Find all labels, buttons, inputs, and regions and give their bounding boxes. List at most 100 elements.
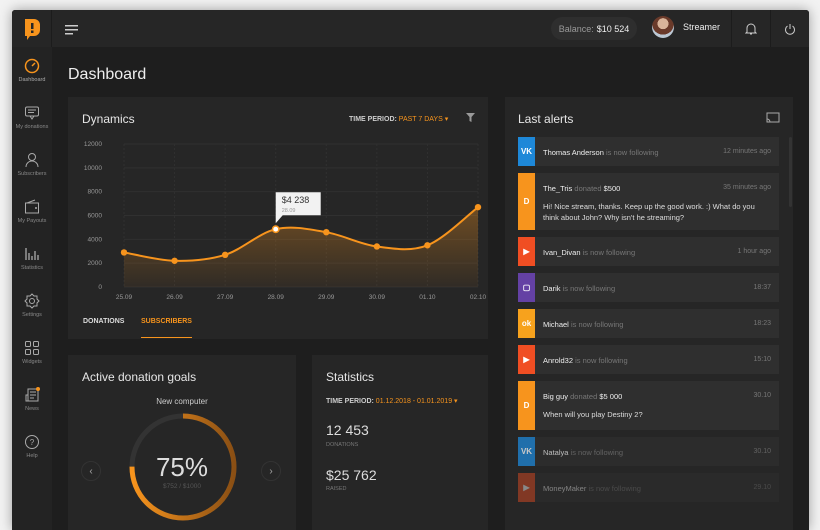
stat-donations-label: DONATIONS [326, 442, 359, 448]
tab-donations[interactable]: DONATIONS [83, 318, 125, 325]
data-point[interactable] [120, 249, 128, 256]
data-point[interactable] [424, 242, 431, 249]
sidebar-item-my-donations[interactable]: My donations [12, 94, 52, 141]
page-title: Dashboard [68, 66, 147, 83]
alert-amount: $500 [603, 184, 621, 193]
cast-icon[interactable] [766, 112, 780, 123]
gear-icon [24, 293, 40, 309]
user-menu[interactable]: Streamer [652, 16, 720, 38]
stats-time-period-select[interactable]: TIME PERIOD: 01.12.2018 - 01.01.2019 ▾ [326, 398, 458, 405]
alert-item[interactable]: ▢ Darik is now following 18:37 [518, 273, 779, 302]
alert-user: Michael [543, 320, 569, 329]
alert-time: 18:37 [753, 284, 771, 291]
bell-icon [744, 23, 757, 35]
data-point[interactable] [171, 257, 178, 264]
goal-progress-ring [129, 413, 237, 521]
card-title: Statistics [326, 370, 375, 384]
alert-item[interactable]: ▶ MoneyMaker is now following 29.10 [518, 473, 779, 502]
next-goal-button[interactable]: › [261, 461, 281, 481]
goal-name: New computer [156, 397, 208, 406]
x-tick-label: 01.10 [419, 294, 436, 301]
logo[interactable] [12, 10, 52, 47]
alert-item[interactable]: ok Michael is now following 18:23 [518, 309, 779, 338]
vk-icon: VK [518, 437, 535, 466]
y-tick-label: 2000 [88, 260, 103, 267]
data-point[interactable] [271, 225, 280, 234]
sidebar-item-label: Settings [22, 312, 42, 318]
statistics-card: Statistics TIME PERIOD: 01.12.2018 - 01.… [312, 355, 488, 530]
sidebar-item-label: My donations [15, 124, 49, 130]
alert-item[interactable]: D Big guy donated $5 000 30.10 When will… [518, 381, 779, 430]
data-point[interactable] [221, 251, 229, 259]
data-point[interactable] [373, 243, 381, 250]
logout-button[interactable] [770, 10, 808, 47]
sidebar-item-label: Widgets [22, 359, 42, 365]
chart-tooltip: $4 238 28.09 [275, 192, 321, 224]
app-window: Balance: $10 524 Streamer Dashboard My don… [12, 10, 809, 530]
data-point[interactable] [323, 228, 330, 236]
stat-raised-label: RAISED [326, 486, 347, 492]
alert-user: The_Tris [543, 184, 573, 193]
x-tick-label: 26.09 [166, 294, 183, 301]
alert-time: 30.10 [753, 392, 771, 399]
alert-item[interactable]: VK Thomas Anderson is now following 12 m… [518, 137, 779, 166]
alert-action: donated [574, 184, 602, 193]
sidebar-item-widgets[interactable]: Widgets [12, 329, 52, 376]
news-icon [25, 387, 40, 402]
alert-item[interactable]: D The_Tris donated $500 35 minutes ago H… [518, 173, 779, 230]
alert-action: is now following [562, 284, 616, 293]
notifications-button[interactable] [731, 10, 769, 47]
card-title: Dynamics [82, 112, 135, 126]
tooltip-value: $4 238 [282, 195, 310, 205]
twitch-icon: ▢ [518, 273, 535, 302]
sidebar-item-statistics[interactable]: Statistics [12, 235, 52, 282]
sidebar-item-dashboard[interactable]: Dashboard [12, 47, 52, 94]
series-area [124, 207, 478, 287]
alert-item[interactable]: VK Natalya is now following 30.10 [518, 437, 779, 466]
alert-time: 18:23 [753, 320, 771, 327]
card-title: Active donation goals [82, 370, 197, 384]
time-period-select[interactable]: TIME PERIOD: PAST 7 DAYS ▾ [349, 116, 449, 123]
sidebar-item-subscribers[interactable]: Subscribers [12, 141, 52, 188]
data-point[interactable] [474, 203, 482, 211]
sidebar-item-news[interactable]: News [12, 376, 52, 423]
user-name: Streamer [683, 22, 721, 32]
scrollbar[interactable] [789, 137, 792, 207]
alert-action: is now following [570, 448, 624, 457]
alert-user: MoneyMaker [543, 484, 587, 493]
sidebar-item-my-payouts[interactable]: My Payouts [12, 188, 52, 235]
help-icon: ? [25, 435, 39, 449]
dynamics-card: Dynamics TIME PERIOD: PAST 7 DAYS ▾ 0 200… [68, 97, 488, 339]
alert-time: 15:10 [753, 356, 771, 363]
filter-icon[interactable] [466, 113, 475, 122]
alert-user: Thomas Anderson [543, 148, 604, 157]
balance-badge: Balance: $10 524 [551, 17, 637, 40]
sidebar-item-label: My Payouts [17, 218, 47, 224]
menu-icon[interactable] [65, 23, 79, 41]
x-tick-label: 28.09 [268, 294, 285, 301]
sidebar-item-label: Dashboard [18, 77, 46, 83]
donationalerts-icon: D [518, 173, 535, 230]
alert-amount: $5 000 [599, 392, 623, 401]
wallet-icon [25, 199, 39, 214]
alert-item[interactable]: ▶ Anrold32 is now following 15:10 [518, 345, 779, 374]
card-title: Last alerts [518, 112, 574, 126]
alert-message: When will you play Destiny 2? [543, 410, 643, 419]
alert-item[interactable]: ▶ Ivan_Divan is now following 1 hour ago [518, 237, 779, 266]
power-icon [784, 23, 795, 35]
x-tick-label: 25.09 [116, 294, 133, 301]
tab-subscribers[interactable]: SUBSCRIBERS [141, 318, 192, 338]
alert-user: Anrold32 [543, 356, 574, 365]
odnoklassniki-icon: ok [518, 309, 535, 338]
svg-text:?: ? [30, 438, 35, 447]
message-icon [25, 106, 39, 120]
sidebar-item-settings[interactable]: Settings [12, 282, 52, 329]
y-tick-label: 10000 [84, 165, 102, 172]
sidebar-item-help[interactable]: ? Help [12, 423, 52, 470]
alert-action: is now following [570, 320, 624, 329]
prev-goal-button[interactable]: ‹ [81, 461, 101, 481]
dynamics-chart: 0 2000 4000 6000 8000 10000 12000 25.09 26.09 27.… [84, 141, 487, 301]
alert-action: is now following [605, 148, 659, 157]
x-tick-label: 30.09 [369, 294, 386, 301]
alert-user: Natalya [543, 448, 569, 457]
